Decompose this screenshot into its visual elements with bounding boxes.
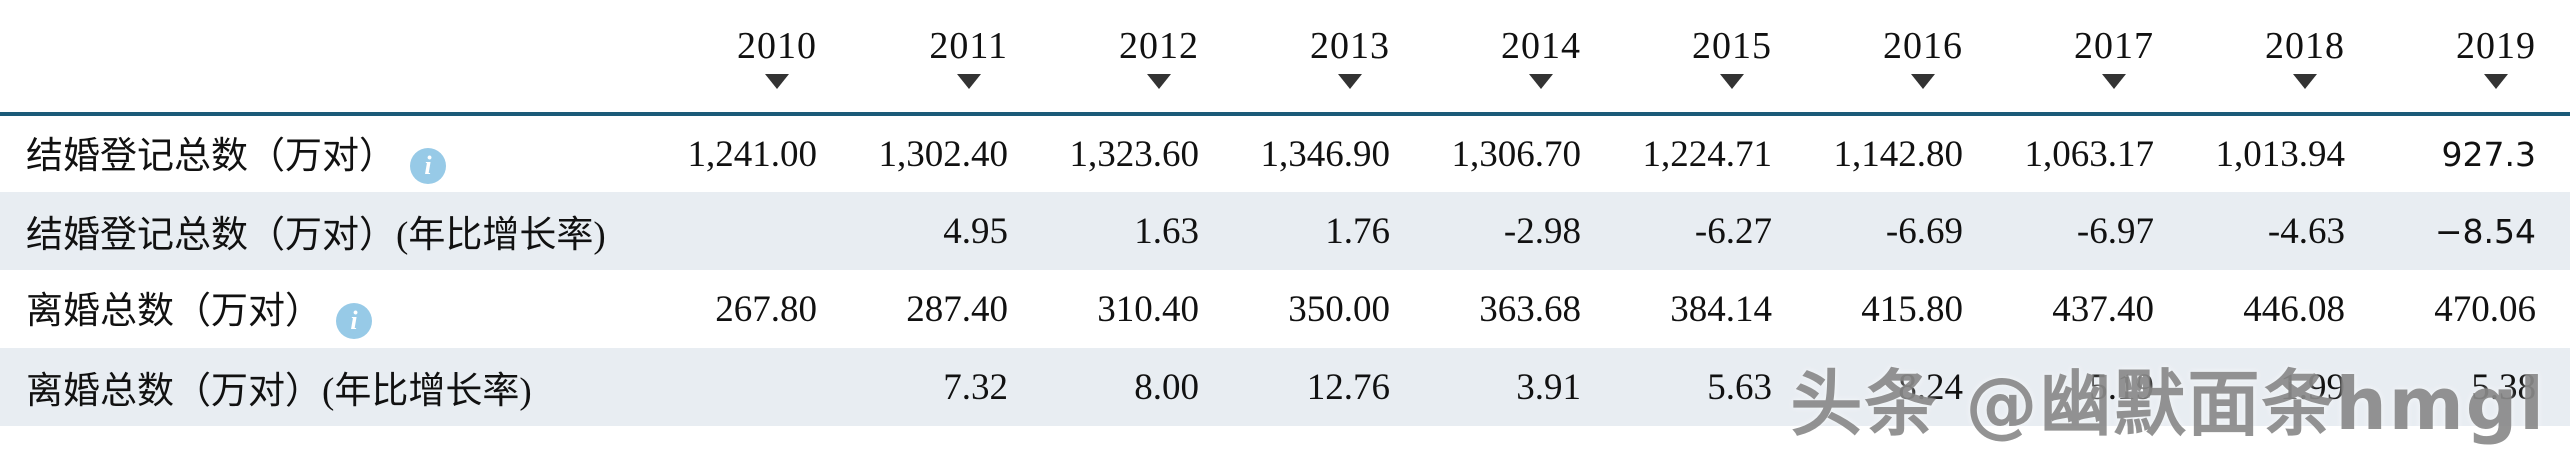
table-cell: 1,302.40 bbox=[878, 133, 1009, 175]
year-header-wrap: 2018 bbox=[2265, 24, 2345, 89]
year-header-wrap: 2019 bbox=[2456, 24, 2536, 89]
year-label: 2010 bbox=[737, 24, 817, 67]
table-cell: 4.95 bbox=[943, 210, 1008, 252]
table-cell: 3.91 bbox=[1516, 366, 1581, 408]
year-column-header: 2013 bbox=[1233, 0, 1424, 116]
table-cell: 1,241.00 bbox=[687, 133, 818, 175]
sort-dropdown-icon[interactable] bbox=[1720, 73, 1744, 89]
table-cell: 1,346.90 bbox=[1260, 133, 1391, 175]
year-column-header: 2011 bbox=[851, 0, 1042, 116]
table-cell: 267.80 bbox=[715, 288, 817, 330]
year-header-wrap: 2015 bbox=[1692, 24, 1772, 89]
table-cell: 8.00 bbox=[1134, 366, 1199, 408]
table-cell: -6.27 bbox=[1694, 210, 1772, 252]
table-cell: 1.99 bbox=[2280, 366, 2345, 408]
table-row: 结婚登记总数（万对）(年比增长率) 4.95 1.63 1.76 -2.98 -6.27 -… bbox=[0, 192, 2570, 270]
table-cell: 446.08 bbox=[2243, 288, 2345, 330]
year-header-wrap: 2010 bbox=[737, 24, 817, 89]
table-cell bbox=[660, 192, 851, 270]
year-label: 2014 bbox=[1501, 24, 1581, 67]
table-cell: 470.06 bbox=[2434, 288, 2536, 330]
year-label: 2016 bbox=[1883, 24, 1963, 67]
table-cell: 1.63 bbox=[1134, 210, 1199, 252]
table-row: 结婚登记总数（万对） i 1,241.00 1,302.40 1,323.60 1,346… bbox=[0, 114, 2570, 192]
row-label: 离婚总数（万对）(年比增长率) bbox=[26, 371, 532, 412]
sort-dropdown-icon[interactable] bbox=[956, 73, 981, 89]
sort-dropdown-icon[interactable] bbox=[765, 73, 789, 89]
table-cell: −8.54 bbox=[2434, 211, 2536, 251]
table-cell: 363.68 bbox=[1479, 288, 1581, 330]
table-cell: -6.69 bbox=[1885, 210, 1963, 252]
table-cell: 5.63 bbox=[1707, 366, 1772, 408]
table-cell: 1,224.71 bbox=[1642, 133, 1773, 175]
table-cell: 384.14 bbox=[1670, 288, 1772, 330]
row-label: 结婚登记总数（万对） bbox=[26, 135, 396, 177]
table-cell: 5.38 bbox=[2471, 366, 2536, 408]
table-cell: 310.40 bbox=[1097, 288, 1199, 330]
table-cell: 350.00 bbox=[1288, 288, 1390, 330]
year-column-header: 2019 bbox=[2379, 0, 2570, 116]
year-header-wrap: 2017 bbox=[2074, 24, 2154, 89]
year-header-wrap: 2016 bbox=[1883, 24, 1963, 89]
row-label: 结婚登记总数（万对）(年比增长率) bbox=[26, 215, 606, 256]
table-cell: 7.32 bbox=[943, 366, 1008, 408]
year-column-header: 2018 bbox=[2188, 0, 2379, 116]
year-header-wrap: 2011 bbox=[929, 24, 1008, 89]
table-cell: 12.76 bbox=[1306, 366, 1390, 408]
table-body: 结婚登记总数（万对） i 1,241.00 1,302.40 1,323.60 1,346… bbox=[0, 114, 2570, 426]
statistics-table: 2010 2011 2012 2013 2014 2015 2016 2017 2018 2019… bbox=[0, 0, 2570, 426]
year-column-header: 2012 bbox=[1042, 0, 1233, 116]
year-column-header: 2010 bbox=[660, 0, 851, 116]
sort-dropdown-icon[interactable] bbox=[1911, 73, 1935, 89]
table-row: 离婚总数（万对）(年比增长率) 7.32 8.00 12.76 3.91 5.63 8.24… bbox=[0, 348, 2570, 426]
table-cell: 437.40 bbox=[2052, 288, 2154, 330]
year-label: 2011 bbox=[929, 24, 1008, 67]
table-cell: 1,063.17 bbox=[2024, 133, 2155, 175]
row-label-cell: 结婚登记总数（万对） i bbox=[0, 114, 660, 192]
table-row: 离婚总数（万对） i 267.80 287.40 310.40 350.00 363.68 3… bbox=[0, 270, 2570, 348]
table-cell bbox=[660, 348, 851, 426]
table-cell: -6.97 bbox=[2076, 210, 2154, 252]
sort-dropdown-icon[interactable] bbox=[1338, 73, 1362, 89]
year-label: 2015 bbox=[1692, 24, 1772, 67]
table-cell: 8.24 bbox=[1898, 366, 1963, 408]
year-label: 2019 bbox=[2456, 24, 2536, 67]
table-cell: 1,013.94 bbox=[2215, 133, 2346, 175]
sort-dropdown-icon[interactable] bbox=[1147, 73, 1171, 89]
year-header-wrap: 2014 bbox=[1501, 24, 1581, 89]
table-cell: 287.40 bbox=[906, 288, 1008, 330]
year-header-row: 2010 2011 2012 2013 2014 2015 2016 2017 2018 2019 bbox=[0, 0, 2570, 116]
table-cell: 1,142.80 bbox=[1833, 133, 1964, 175]
year-label: 2017 bbox=[2074, 24, 2154, 67]
table-cell: 1,306.70 bbox=[1451, 133, 1582, 175]
year-column-header: 2017 bbox=[1997, 0, 2188, 116]
sort-dropdown-icon[interactable] bbox=[2484, 73, 2508, 89]
label-column-header bbox=[0, 0, 660, 116]
table-cell: 927.3 bbox=[2441, 134, 2536, 174]
sort-dropdown-icon[interactable] bbox=[2102, 73, 2126, 89]
year-label: 2018 bbox=[2265, 24, 2345, 67]
row-label: 离婚总数（万对） bbox=[26, 290, 322, 332]
sort-dropdown-icon[interactable] bbox=[2293, 73, 2317, 89]
info-icon[interactable]: i bbox=[410, 147, 446, 184]
table-cell: 415.80 bbox=[1861, 288, 1963, 330]
table-cell: 1.76 bbox=[1325, 210, 1390, 252]
row-label-cell: 离婚总数（万对） i bbox=[0, 270, 660, 348]
year-header-wrap: 2013 bbox=[1310, 24, 1390, 89]
table-cell: 5.19 bbox=[2089, 366, 2154, 408]
table-cell: 1,323.60 bbox=[1069, 133, 1200, 175]
sort-dropdown-icon[interactable] bbox=[1529, 73, 1553, 89]
year-label: 2012 bbox=[1119, 24, 1199, 67]
info-icon[interactable]: i bbox=[336, 302, 372, 339]
year-header-wrap: 2012 bbox=[1119, 24, 1199, 89]
table-header: 2010 2011 2012 2013 2014 2015 2016 2017 2018 2019 bbox=[0, 0, 2570, 116]
row-label-cell: 离婚总数（万对）(年比增长率) bbox=[0, 348, 660, 426]
table-cell: -4.63 bbox=[2267, 210, 2345, 252]
table-cell: -2.98 bbox=[1503, 210, 1581, 252]
row-label-cell: 结婚登记总数（万对）(年比增长率) bbox=[0, 192, 660, 270]
year-column-header: 2016 bbox=[1806, 0, 1997, 116]
year-column-header: 2014 bbox=[1424, 0, 1615, 116]
year-label: 2013 bbox=[1310, 24, 1390, 67]
year-column-header: 2015 bbox=[1615, 0, 1806, 116]
